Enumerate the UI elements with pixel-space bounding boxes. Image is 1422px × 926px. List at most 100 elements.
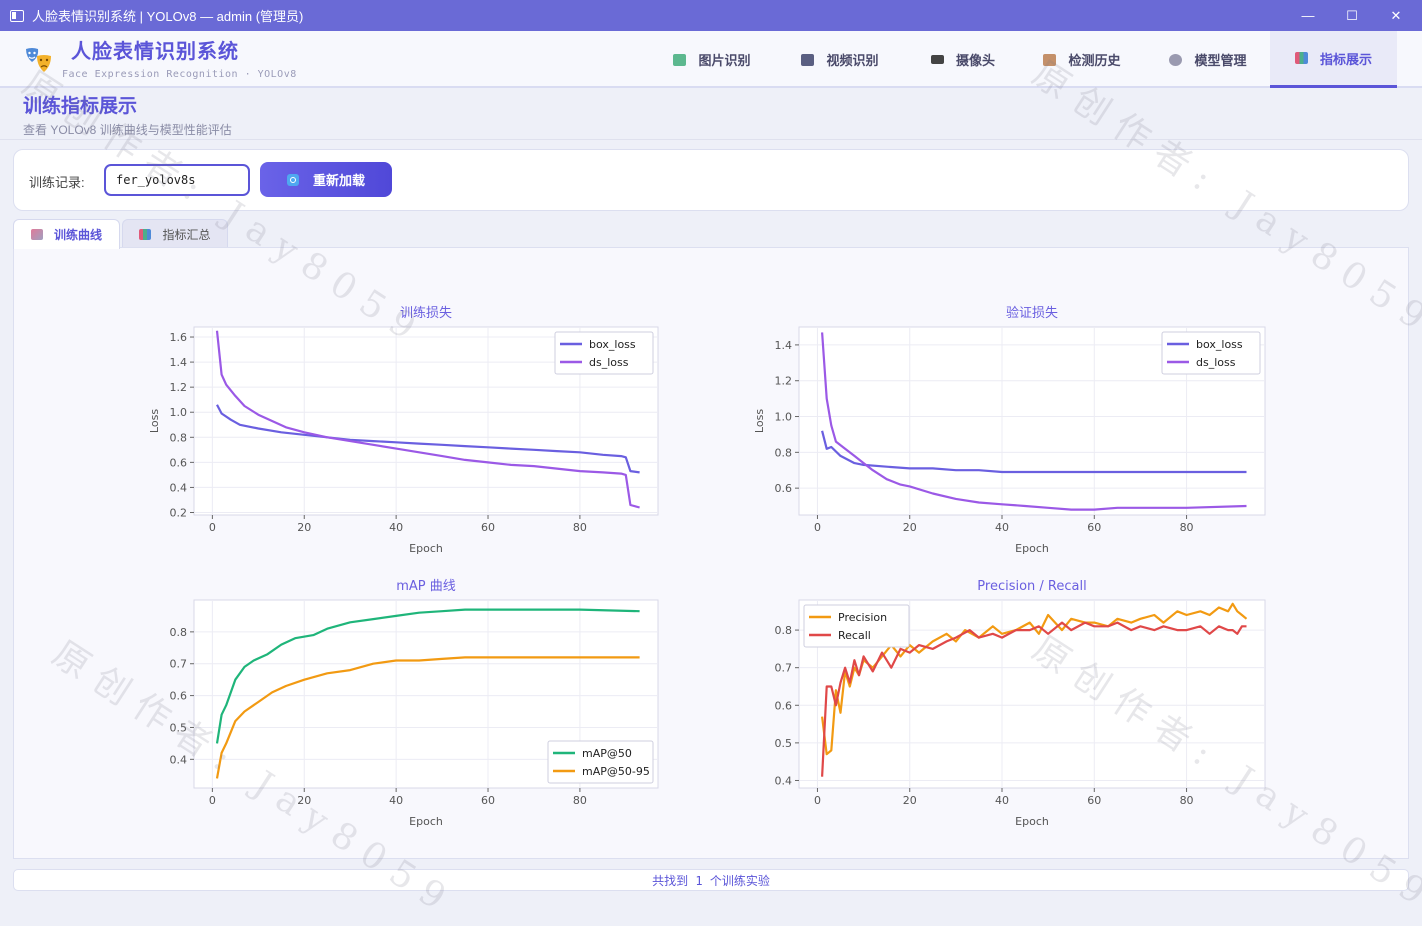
gear-icon bbox=[1169, 53, 1183, 66]
film-icon bbox=[801, 53, 815, 66]
y-tick-label: 0.4 bbox=[170, 481, 188, 494]
chart-legend: box_loss ds_loss bbox=[554, 331, 654, 375]
refresh-icon bbox=[286, 173, 299, 186]
line-chart-icon bbox=[30, 229, 43, 240]
nav-camera[interactable]: 摄像头 bbox=[910, 31, 1016, 88]
x-axis-label: Epoch bbox=[409, 542, 443, 555]
x-tick-label: 60 bbox=[481, 521, 495, 534]
header-divider bbox=[0, 139, 1422, 140]
y-tick-label: 0.2 bbox=[170, 506, 188, 519]
camera-icon bbox=[930, 55, 944, 64]
chart-2: 0 20 40 60 80 0.6 0.8 1.0 1.2 1.4 验证损失 Epoch Loss box… bbox=[753, 305, 1266, 555]
y-tick-label: 0.7 bbox=[775, 662, 793, 675]
x-tick-label: 0 bbox=[209, 521, 216, 534]
y-tick-label: 0.6 bbox=[170, 690, 188, 703]
bar-chart-icon bbox=[1294, 52, 1308, 64]
legend-box bbox=[1161, 331, 1261, 375]
x-tick-label: 80 bbox=[573, 794, 587, 807]
x-tick-label: 40 bbox=[995, 521, 1009, 534]
x-tick-label: 20 bbox=[297, 794, 311, 807]
app-name: 人脸表情识别系统 bbox=[71, 41, 239, 63]
y-tick-label: 0.8 bbox=[775, 446, 793, 459]
nav-video-recognition[interactable]: 视频识别 bbox=[780, 31, 900, 88]
chart-title: 验证损失 bbox=[1006, 305, 1058, 321]
chart-3: 0 20 40 60 80 0.4 0.5 0.6 0.7 0.8 mAP 曲线 Epoch mAP@5… bbox=[170, 579, 659, 828]
legend-box bbox=[554, 331, 654, 375]
x-tick-label: 80 bbox=[1180, 794, 1194, 807]
maximize-button[interactable]: ☐ bbox=[1346, 7, 1358, 23]
x-tick-label: 40 bbox=[389, 521, 403, 534]
tab-metrics-summary[interactable]: 指标汇总 bbox=[122, 219, 228, 248]
nav-image-recognition[interactable]: 图片识别 bbox=[652, 31, 772, 88]
legend-label: Precision bbox=[838, 611, 887, 624]
series-line-mAP@50-95 bbox=[215, 656, 640, 779]
training-charts-svg: 0 20 40 60 80 0.2 0.4 0.6 0.8 1.0 1.2 1.4 1.6 训练损失 Epo… bbox=[148, 305, 1266, 828]
history-scroll-icon bbox=[1043, 53, 1057, 66]
minimize-button[interactable]: — bbox=[1301, 8, 1315, 23]
bar-chart-icon bbox=[139, 228, 152, 240]
x-tick-label: 80 bbox=[1180, 521, 1194, 534]
legend-box bbox=[803, 604, 910, 648]
legend-label: box_loss bbox=[589, 338, 636, 351]
x-tick-label: 20 bbox=[903, 521, 917, 534]
series-line-Recall bbox=[821, 621, 1247, 777]
training-record-bar: 训练记录: 重新加载 bbox=[13, 149, 1409, 211]
legend-label: ds_loss bbox=[1196, 356, 1236, 369]
chart-title: mAP 曲线 bbox=[396, 579, 456, 594]
x-tick-label: 60 bbox=[1087, 521, 1101, 534]
y-tick-label: 1.2 bbox=[170, 381, 188, 394]
chart-title: 训练损失 bbox=[400, 306, 452, 321]
x-tick-label: 0 bbox=[814, 794, 821, 807]
x-tick-label: 40 bbox=[389, 794, 403, 807]
legend-label: mAP@50 bbox=[582, 747, 632, 760]
y-tick-label: 1.0 bbox=[775, 411, 793, 424]
nav-detection-history[interactable]: 检测历史 bbox=[1024, 31, 1140, 88]
legend-label: Recall bbox=[838, 629, 871, 642]
window-titlebar: 人脸表情识别系统 | YOLOv8 — admin (管理员) — ☐ ✕ bbox=[0, 0, 1422, 31]
theater-masks-icon bbox=[26, 48, 51, 72]
chart-title: Precision / Recall bbox=[977, 579, 1086, 594]
app-window-icon bbox=[10, 9, 24, 22]
y-tick-label: 0.7 bbox=[170, 658, 188, 671]
y-tick-label: 1.4 bbox=[775, 339, 793, 352]
y-tick-label: 0.4 bbox=[170, 753, 188, 766]
chart-legend: mAP@50 mAP@50-95 bbox=[547, 740, 654, 784]
y-tick-label: 0.8 bbox=[170, 431, 188, 444]
y-tick-label: 1.2 bbox=[775, 375, 793, 388]
app-subtitle: Face Expression Recognition · YOLOv8 bbox=[62, 69, 297, 80]
x-tick-label: 0 bbox=[814, 521, 821, 534]
training-record-label: 训练记录: bbox=[29, 175, 85, 190]
series-line-ds_loss bbox=[821, 332, 1247, 511]
x-tick-label: 60 bbox=[1087, 794, 1101, 807]
x-tick-label: 40 bbox=[995, 794, 1009, 807]
x-axis-label: Epoch bbox=[409, 815, 443, 828]
y-tick-label: 0.4 bbox=[775, 774, 793, 787]
series-line-ds_loss bbox=[215, 330, 640, 509]
legend-label: ds_loss bbox=[589, 356, 629, 369]
legend-label: box_loss bbox=[1196, 338, 1243, 351]
series-line-mAP@50 bbox=[215, 608, 640, 744]
reload-button[interactable]: 重新加载 bbox=[260, 162, 392, 197]
x-tick-label: 20 bbox=[297, 521, 311, 534]
chart-legend: box_loss ds_loss bbox=[1161, 331, 1261, 375]
close-button[interactable]: ✕ bbox=[1390, 7, 1402, 23]
image-icon bbox=[673, 53, 687, 66]
training-record-input[interactable] bbox=[104, 164, 250, 196]
y-axis-label: Loss bbox=[753, 409, 766, 433]
window-title: 人脸表情识别系统 | YOLOv8 — admin (管理员) bbox=[32, 9, 304, 24]
y-tick-label: 0.5 bbox=[775, 737, 793, 750]
x-tick-label: 0 bbox=[209, 794, 216, 807]
x-axis-label: Epoch bbox=[1015, 542, 1049, 555]
tab-training-curves[interactable]: 训练曲线 bbox=[13, 219, 120, 249]
page-title: 训练指标展示 bbox=[23, 96, 138, 117]
nav-model-management[interactable]: 模型管理 bbox=[1148, 31, 1268, 88]
y-tick-label: 0.8 bbox=[775, 624, 793, 637]
nav-metrics-display[interactable]: 指标展示 bbox=[1270, 31, 1397, 88]
y-axis-label: Loss bbox=[148, 409, 161, 433]
y-tick-label: 0.6 bbox=[775, 482, 793, 495]
chart-legend: Precision Recall bbox=[803, 604, 910, 648]
x-axis-label: Epoch bbox=[1015, 815, 1049, 828]
series-line-box_loss bbox=[216, 404, 640, 474]
app-header: 人脸表情识别系统 Face Expression Recognition · Y… bbox=[0, 31, 1422, 88]
x-tick-label: 80 bbox=[573, 521, 587, 534]
